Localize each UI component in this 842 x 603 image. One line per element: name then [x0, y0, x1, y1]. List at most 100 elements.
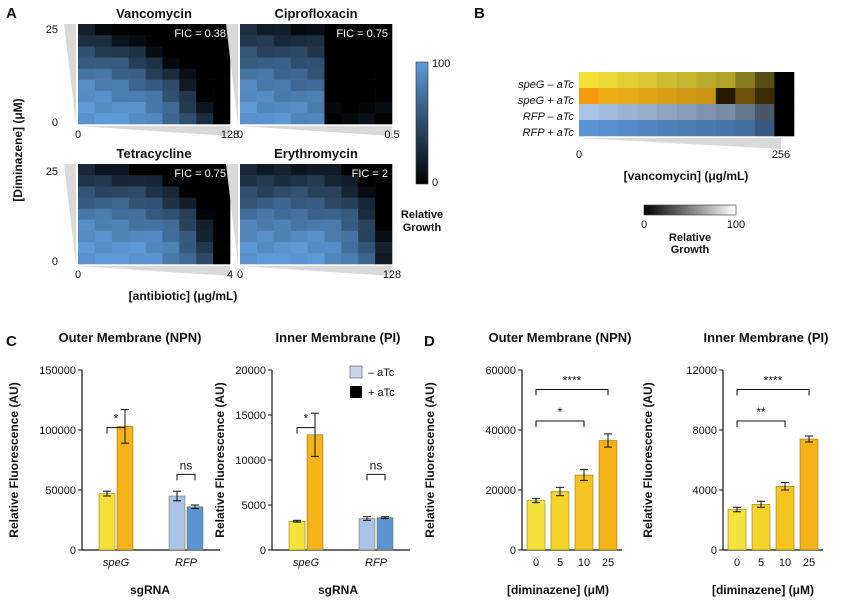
heatmap-cell: [179, 90, 197, 103]
heatmap-cell: [179, 46, 197, 58]
heatmap-cell: [78, 57, 96, 69]
heatmap-cell: [290, 164, 308, 176]
heatmap-cell: [358, 79, 376, 91]
panel-a-x-label: [antibiotic] (μg/mL): [129, 289, 238, 303]
panel-b-cell: [657, 104, 678, 121]
c1-bar: [186, 506, 204, 551]
d1-bracket: [535, 389, 609, 396]
heatmap-cell: [162, 101, 180, 114]
heatmap-cell: [324, 90, 342, 103]
heatmap-cell: [145, 112, 163, 125]
panel-letter-b: B: [474, 5, 485, 22]
heatmap-cell: [94, 35, 113, 47]
panel-b-cell: [754, 104, 775, 121]
panel-b-cell: [735, 120, 756, 137]
heatmap-cell: [78, 208, 96, 220]
heatmap-cell: [128, 79, 146, 91]
panel-b-cell: [735, 72, 756, 89]
heatmap-cell: [213, 252, 231, 265]
heatmap-cell: [94, 219, 113, 231]
heatmap-cell: [78, 186, 96, 198]
panel-b-cell: [735, 104, 756, 121]
heatmap-cell: [213, 186, 231, 198]
panel-a-colorbar-label-2: Growth: [403, 222, 442, 234]
d2-y-tick-label: 12000: [686, 365, 717, 377]
heatmap-cell: [162, 252, 180, 265]
heatmap-cell: [240, 186, 258, 198]
heatmap-cell: [358, 219, 376, 231]
panel-b-heatmap: [579, 72, 795, 149]
legend-plus-label: + aTc: [368, 387, 395, 399]
heatmap-cell: [145, 57, 163, 69]
heatmap-cell: [111, 101, 129, 114]
heatmap-cell: [213, 68, 231, 80]
heatmap-cell: [307, 101, 325, 114]
heatmap-cell: [256, 186, 275, 198]
d1-x-tick-label: 25: [602, 557, 614, 569]
heatmap-cell: [256, 252, 275, 265]
d2-significance: ****: [764, 374, 783, 388]
heatmap-cell: [273, 241, 291, 254]
panel-b-cell: [696, 104, 717, 121]
heatmap-cell: [145, 252, 163, 265]
heatmap-cell: [324, 175, 342, 187]
d2-x-tick-label: 5: [758, 557, 764, 569]
heatmap-cell: [196, 219, 214, 231]
d2-bar: [799, 438, 819, 551]
heatmap-cell: [213, 35, 231, 47]
heatmap-cell: [78, 68, 96, 80]
heatmap-cell: [94, 46, 113, 58]
d2-bracket: [736, 389, 810, 396]
c2-y-tick-label: 20000: [235, 365, 266, 377]
heatmap-cell: [196, 164, 214, 176]
heatmap-cell: [358, 57, 376, 69]
heatmap-cell: [179, 197, 197, 209]
hm-y-wedge: [226, 164, 238, 264]
heatmap-cell: [162, 241, 180, 254]
heatmap-x-max: 128: [383, 269, 401, 281]
panel-b-cell: [754, 120, 775, 137]
panel-b-cell: [735, 88, 756, 105]
heatmap-cell: [358, 35, 376, 47]
heatmap-cell: [273, 68, 291, 80]
c2-y-tick-label: 15000: [235, 410, 266, 422]
heatmap-cell: [240, 208, 258, 220]
heatmap-fic: FIC = 0.38: [174, 28, 226, 40]
heatmap-cell: [162, 219, 180, 231]
panel-b-cell: [598, 120, 619, 137]
heatmap-cell: [240, 46, 258, 58]
heatmap-cell: [162, 68, 180, 80]
c2-y-tick-label: 10000: [235, 455, 266, 467]
heatmap-cell: [324, 57, 342, 69]
heatmap-cell: [273, 175, 291, 187]
heatmap-cell: [324, 164, 342, 176]
c1-bracket: [106, 427, 126, 434]
panel-b-row-3: RFP – aTc: [523, 111, 575, 123]
heatmap-cell: [128, 164, 146, 176]
heatmap-cell: [273, 230, 291, 243]
heatmap-cell: [213, 230, 231, 243]
heatmap-cell: [341, 112, 359, 125]
heatmap-cell: [94, 90, 113, 103]
heatmap-cell: [324, 208, 342, 220]
heatmap-cell: [196, 241, 214, 254]
heatmap-cell: [375, 164, 393, 176]
heatmap-cell: [256, 208, 275, 220]
heatmap-cell: [273, 101, 291, 114]
heatmap-cell: [145, 164, 163, 176]
heatmap-cell: [179, 208, 197, 220]
heatmap-cell: [196, 112, 214, 125]
heatmap-cell: [290, 90, 308, 103]
heatmap-cell: [179, 35, 197, 47]
panel-b-colorbar-label-2: Growth: [671, 244, 710, 256]
heatmap-cell: [273, 46, 291, 58]
d1-bracket: [535, 420, 585, 427]
heatmap-cell: [375, 68, 393, 80]
heatmap-cell: [145, 208, 163, 220]
heatmap-cell: [179, 68, 197, 80]
panel-b-cell: [676, 88, 697, 105]
heatmap-cell: [145, 197, 163, 209]
heatmap-cell: [358, 164, 376, 176]
heatmap-cell: [273, 219, 291, 231]
